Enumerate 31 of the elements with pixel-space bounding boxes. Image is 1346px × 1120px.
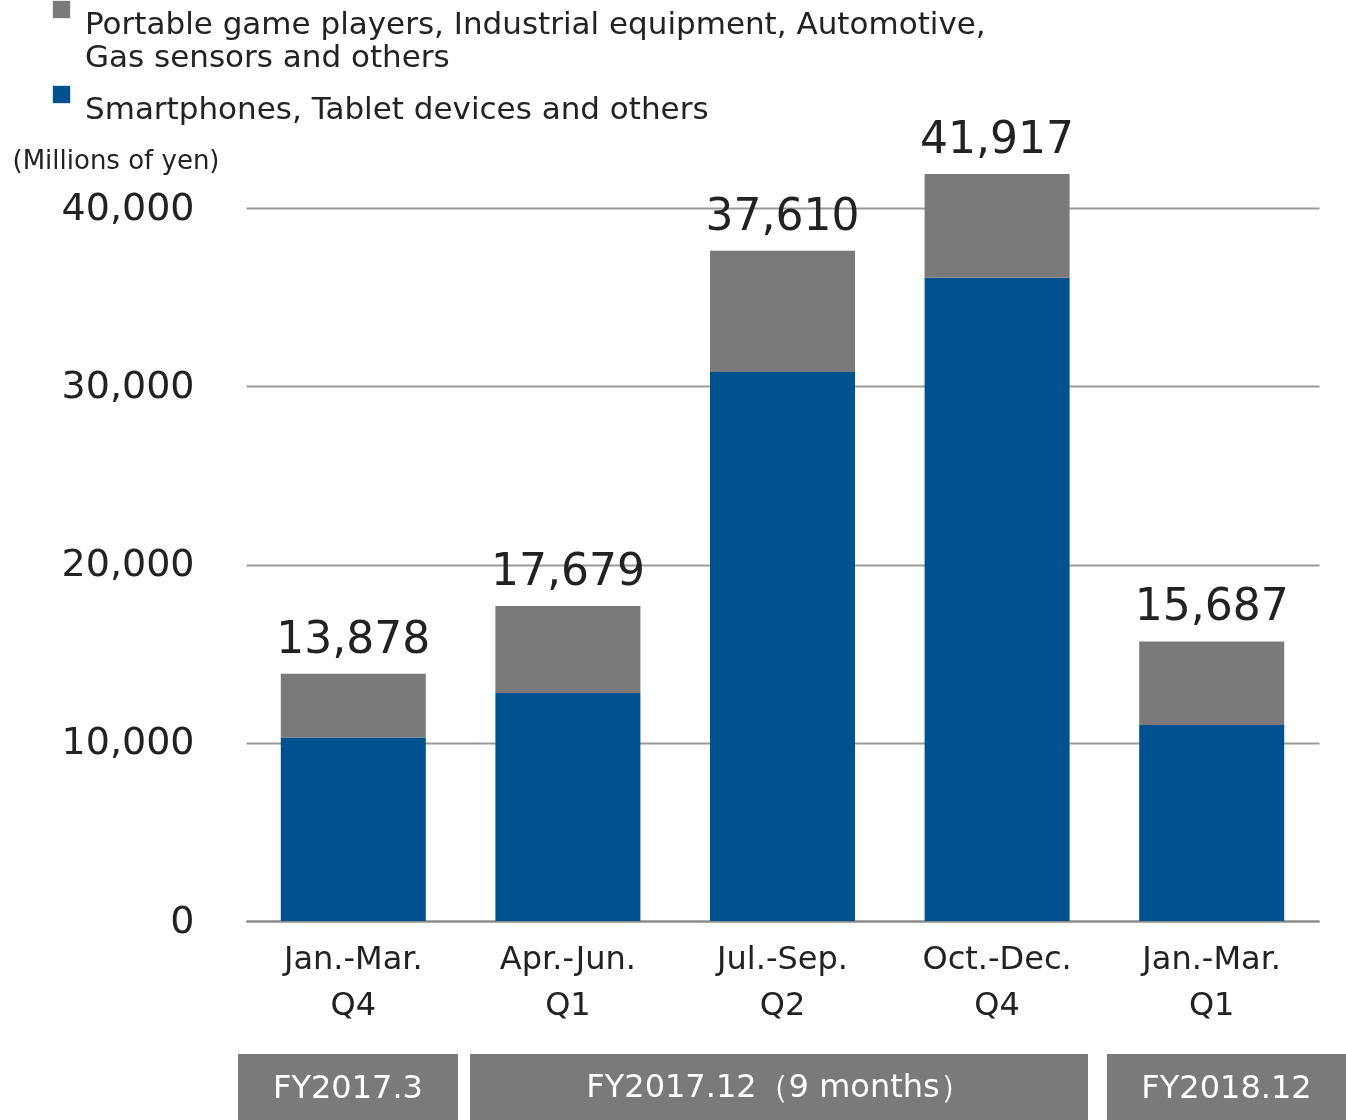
legend-label: Smartphones, Tablet devices and others — [85, 89, 709, 126]
x-tick-label: Jan.-Mar. Q1 — [1140, 938, 1282, 1023]
total-label: 17,679 — [490, 543, 645, 595]
y-tick-label: 0 — [170, 897, 195, 942]
bar — [1139, 724, 1285, 921]
bar — [495, 692, 641, 921]
x-tick-label: Oct.-Dec. Q4 — [922, 938, 1072, 1023]
total-label: 41,917 — [920, 112, 1075, 163]
bar — [1139, 641, 1285, 725]
y-tick-label: 30,000 — [61, 362, 195, 407]
bar — [924, 174, 1070, 278]
y-tick-label: 20,000 — [61, 541, 195, 586]
x-tick-label: Jan.-Mar. Q4 — [281, 938, 423, 1023]
legend-label: Portable game players, Industrial equipment, Automotive, Gas sensors and others — [85, 4, 986, 74]
bar — [710, 372, 855, 921]
text: FY2018.12 — [1107, 1054, 1346, 1120]
y-tick-label: 40,000 — [61, 184, 195, 229]
bar — [280, 673, 426, 738]
y-axis-title: (Millions of yen) — [12, 144, 220, 175]
y-tick-label: 10,000 — [61, 719, 195, 764]
x-tick-label: Jul.-Sep. Q2 — [715, 938, 848, 1023]
text: FY2017.12（9 months） — [470, 1054, 1088, 1120]
bar — [924, 277, 1070, 921]
text: FY2017.3 — [238, 1054, 458, 1120]
total-label: 37,610 — [705, 188, 860, 240]
bar — [710, 250, 855, 373]
x-tick-label: Apr.-Jun. Q1 — [499, 938, 636, 1023]
total-label: 13,878 — [276, 611, 431, 663]
total-label: 15,687 — [1134, 579, 1289, 631]
bar — [280, 737, 426, 921]
bar — [495, 605, 641, 693]
